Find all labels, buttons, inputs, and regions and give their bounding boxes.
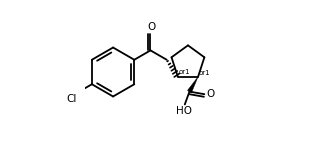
Text: HO: HO: [176, 106, 192, 116]
Text: or1: or1: [199, 70, 210, 76]
Text: O: O: [207, 89, 215, 99]
Text: O: O: [147, 22, 155, 32]
Text: Cl: Cl: [67, 94, 77, 104]
Polygon shape: [187, 77, 198, 93]
Text: or1: or1: [179, 69, 191, 75]
